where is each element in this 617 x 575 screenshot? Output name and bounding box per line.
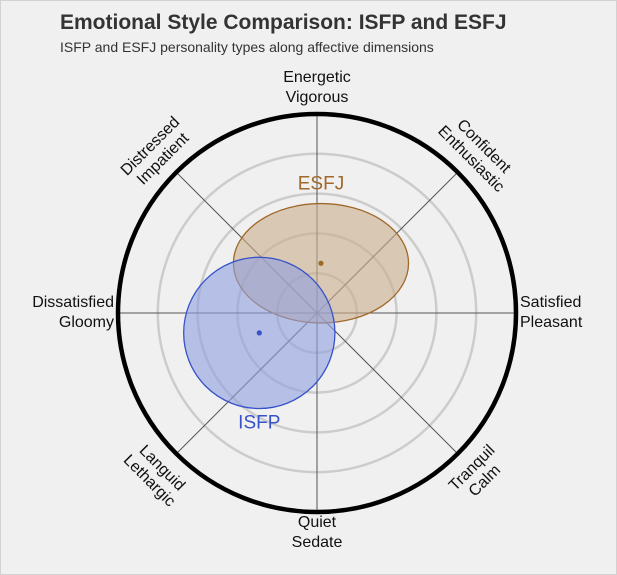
axis-label-line: Vigorous	[286, 89, 349, 106]
axis-label-quiet: Quiet Sedate	[292, 514, 343, 551]
axis-label-line: Gloomy	[59, 314, 114, 331]
axis-spoke	[316, 312, 459, 455]
chart-subtitle: ISFP and ESFJ personality types along af…	[60, 39, 434, 55]
outer-boundary	[115, 111, 519, 515]
axis-label-dissatisfied: Dissatisfied Gloomy	[32, 294, 114, 331]
series-label-esfj: ESFJ	[298, 174, 344, 195]
axis-label-line: Energetic	[283, 69, 351, 86]
axis-label-line: Quiet	[298, 514, 337, 531]
axis-label-line: Satisfied	[520, 294, 581, 311]
axis-label-line: Dissatisfied	[32, 294, 114, 311]
series-layer: ESFJ ISFP	[183, 174, 410, 434]
series-center-isfp	[256, 330, 262, 336]
axis-label-line: Pleasant	[520, 314, 583, 331]
axis-label-energetic: Energetic Vigorous	[283, 69, 351, 106]
axis-label-satisfied: Satisfied Pleasant	[520, 294, 583, 331]
series-label-isfp: ISFP	[238, 413, 280, 434]
series-center-esfj	[318, 260, 324, 266]
chart-title: Emotional Style Comparison: ISFP and ESF…	[60, 11, 507, 34]
axis-label-line: Sedate	[292, 534, 343, 551]
